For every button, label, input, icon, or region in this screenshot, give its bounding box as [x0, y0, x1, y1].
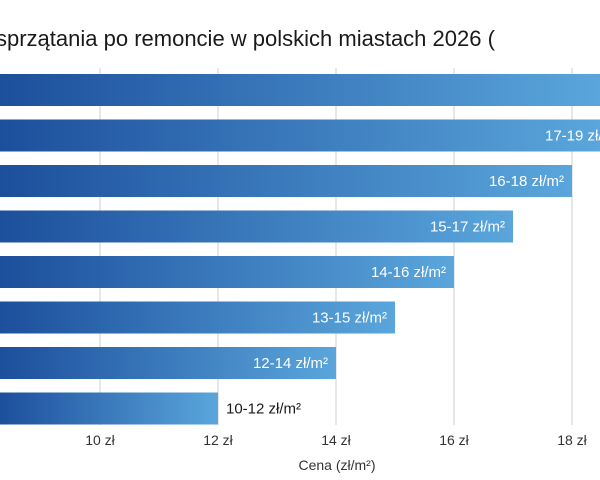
x-tick-label: 10 zł [85, 432, 115, 448]
x-tick-label: 18 zł [557, 432, 587, 448]
bar-value-label: 17-19 zł/ [545, 128, 600, 145]
chart-title: sprzątania po remoncie w polskich miasta… [0, 26, 495, 51]
bar [0, 119, 600, 152]
x-tick-label: 16 zł [439, 432, 469, 448]
x-axis-title: Cena (zł/m²) [298, 457, 375, 473]
bar-value-label: 13-15 zł/m² [312, 310, 387, 327]
bar-value-label: 14-16 zł/m² [371, 264, 446, 281]
bar-value-label: 15-17 zł/m² [430, 219, 505, 236]
bar [0, 74, 600, 106]
bar-value-label: 10-12 zł/m² [226, 401, 301, 418]
x-tick-label: 12 zł [203, 432, 233, 448]
bar [0, 347, 336, 379]
bar-value-label: 12-14 zł/m² [253, 355, 328, 372]
bar [0, 301, 395, 334]
bar [0, 210, 513, 243]
bar [0, 392, 218, 425]
bar-value-label: 16-18 zł/m² [489, 173, 564, 190]
bar [0, 256, 454, 288]
x-tick-label: 14 zł [321, 432, 351, 448]
bar [0, 165, 572, 197]
